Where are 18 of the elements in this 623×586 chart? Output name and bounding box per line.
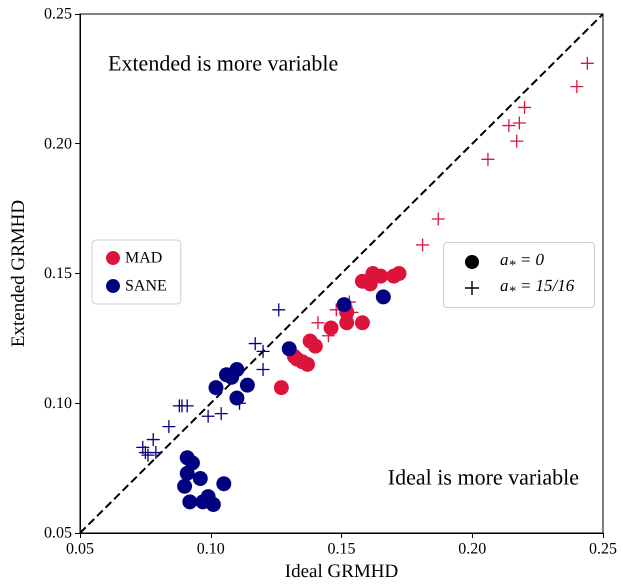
y-tick-label: 0.05 [44,524,72,542]
x-tick-label: 0.20 [458,540,486,558]
annotation: Ideal is more variable [388,464,580,490]
y-tick-label: 0.20 [44,135,72,152]
y-tick-label: 0.25 [44,6,72,22]
x-tick-label: 0.25 [589,540,617,558]
annotation: Extended is more variable [108,50,338,76]
y-tick-label: 0.15 [44,265,72,282]
x-tick-label: 0.05 [66,540,94,558]
annotation: a$_{*}$ = 15/16 [500,276,574,300]
legend-label: SANE [125,278,167,294]
x-tick-label: 0.15 [328,540,356,558]
annotation: a$_{*}$ = 0 [500,250,544,274]
legend-label: MAD [125,250,162,266]
y-tick-label: 0.10 [44,394,72,412]
y-axis-title: Extended GRMHD [8,200,29,348]
x-tick-label: 0.10 [196,540,225,558]
x-axis-title: Ideal GRMHD [284,560,398,582]
